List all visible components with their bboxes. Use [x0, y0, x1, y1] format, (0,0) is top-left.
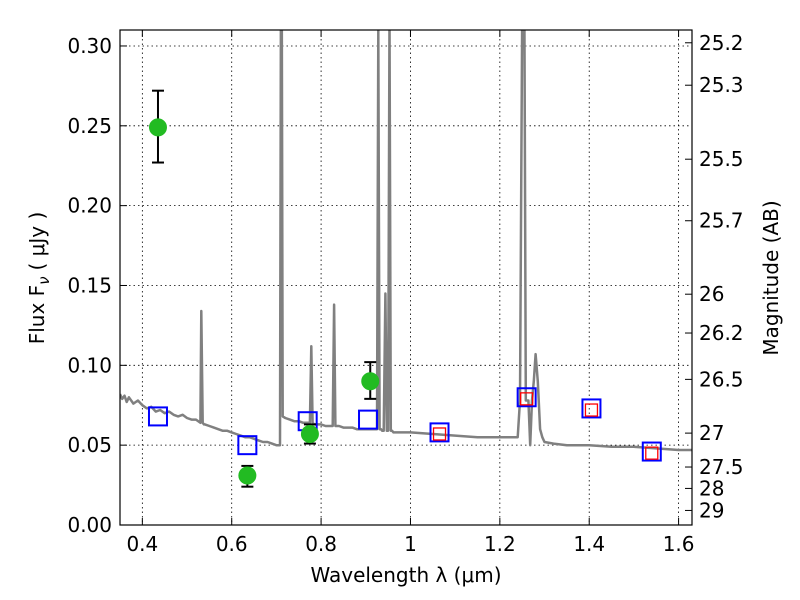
y-tick-label: 0.30	[67, 34, 112, 58]
y-tick-label: 0.05	[67, 433, 112, 457]
y-tick-label: 0.15	[67, 273, 112, 297]
observed-point	[238, 466, 257, 485]
x-tick-label: 1.2	[484, 532, 516, 556]
model-blue-square	[641, 441, 662, 462]
model-red-square	[584, 403, 599, 417]
y2-tick-label: 26	[699, 282, 724, 306]
model-red-square	[432, 427, 447, 441]
y-tick-label: 0.10	[67, 353, 112, 377]
y2-tick-label: 25.5	[699, 147, 744, 171]
spectrum-line	[120, 30, 692, 452]
model-blue-square	[358, 409, 379, 430]
x-tick-label: 1.4	[573, 532, 605, 556]
x-tick-label: 1.6	[663, 532, 695, 556]
model-blue-square	[516, 387, 537, 408]
model-blue-square	[237, 435, 258, 456]
y2-tick-label: 27	[699, 421, 724, 445]
y-axis-label-unit: ( μJy )	[25, 212, 49, 271]
axis-ticks: 0.4 0.6 0.8 1 1.2 1.4 1.6 0.00 0.05 0.10 0.15 0.20 0…	[67, 30, 744, 556]
plot-frame	[119, 29, 693, 526]
y2-tick-label: 27.5	[699, 455, 744, 479]
y-axis-label-subscript: ν	[35, 276, 53, 284]
model-blue-square	[581, 398, 602, 419]
model-red-square	[645, 446, 659, 460]
observed-point	[148, 118, 167, 137]
y-tick-label: 0.00	[67, 513, 112, 537]
x-tick-label: 0.8	[305, 532, 337, 556]
grid	[120, 30, 692, 526]
x-tick-label: 0.4	[126, 532, 158, 556]
plot-area	[120, 30, 692, 488]
observed-point	[300, 424, 319, 443]
y-axis-label: Flux Fν ( μJy )	[25, 212, 53, 345]
observed-point	[361, 372, 380, 391]
y-axis-label-main: Flux F	[25, 285, 49, 344]
model-blue-square	[429, 422, 450, 443]
y2-tick-label: 25.3	[699, 73, 744, 97]
y-tick-label: 0.20	[67, 194, 112, 218]
x-axis-label: Wavelength λ (μm)	[310, 563, 501, 587]
y-tick-label: 0.25	[67, 114, 112, 138]
x-tick-label: 1	[404, 532, 417, 556]
model-blue-square	[147, 406, 168, 427]
y2-tick-label: 26.2	[699, 321, 744, 345]
y2-tick-label: 29	[699, 498, 724, 522]
y2-tick-label: 25.2	[699, 31, 744, 55]
y2-tick-label: 28	[699, 476, 724, 500]
y2-tick-label: 25.7	[699, 209, 744, 233]
y2-tick-label: 26.5	[699, 367, 744, 391]
x-tick-label: 0.6	[216, 532, 248, 556]
model-red-square	[520, 392, 534, 406]
right-axis-label: Magnitude (AB)	[759, 200, 783, 355]
